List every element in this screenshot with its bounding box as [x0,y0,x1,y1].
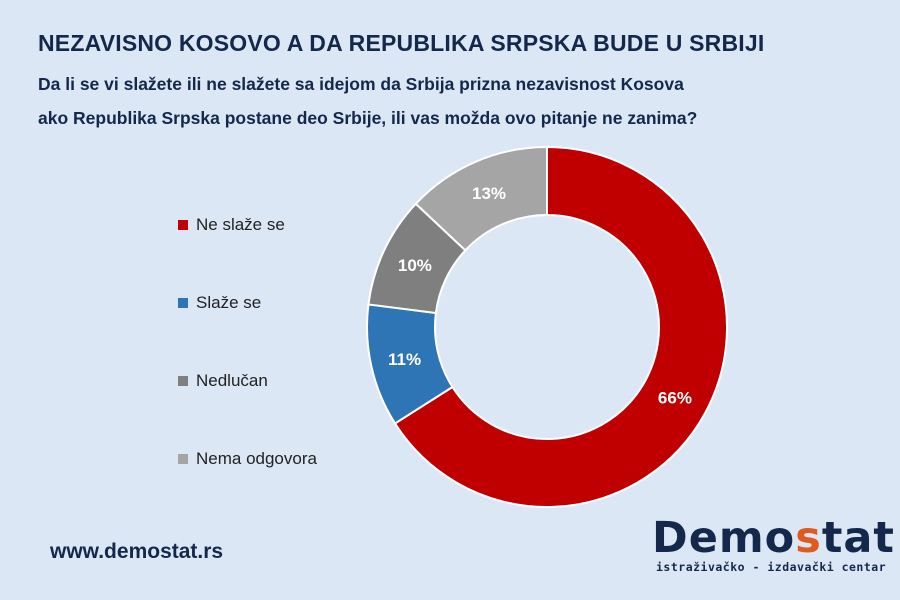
data-label-slaže-se: 11% [388,350,421,369]
slice-nema-odgovora [414,145,548,252]
legend-item: Slaže se [178,293,261,313]
chart-subtitle-line-1: Da li se vi slažete ili ne slažete sa id… [38,74,684,94]
data-label-nedlučan: 10% [398,256,432,275]
logo-tagline: istraživačko - izdavački centar [656,560,887,574]
legend-swatch [178,298,188,308]
logo-word-part-1: Demo [652,513,796,563]
website-url[interactable]: www.demostat.rs [50,540,224,563]
legend-item: Ne slaže se [178,215,285,235]
legend-label: Nedlučan [196,371,268,390]
logo-wordmark: Demostat [652,510,894,566]
legend-swatch [178,454,188,464]
data-label-nema-odgovora: 13% [472,184,506,203]
legend-label: Nema odgovora [196,449,317,468]
demostat-logo: Demostat istraživačko - izdavački centar [652,510,894,574]
legend-item: Nedlučan [178,371,268,391]
legend-label: Ne slaže se [196,215,285,234]
logo-word-accent: s [795,513,822,563]
legend-swatch [178,220,188,230]
legend-item: Nema odgovora [178,449,317,469]
legend-label: Slaže se [196,293,262,312]
chart-subtitle-line-2: ako Republika Srpska postane deo Srbije,… [38,108,698,128]
chart-title: NEZAVISNO KOSOVO A DA REPUBLIKA SRPSKA B… [38,30,765,56]
data-label-ne-slaže-se: 66% [658,388,692,407]
slice-ne-slaže-se [393,145,728,508]
legend-swatch [178,376,188,386]
logo-word-part-2: tat [821,513,895,563]
